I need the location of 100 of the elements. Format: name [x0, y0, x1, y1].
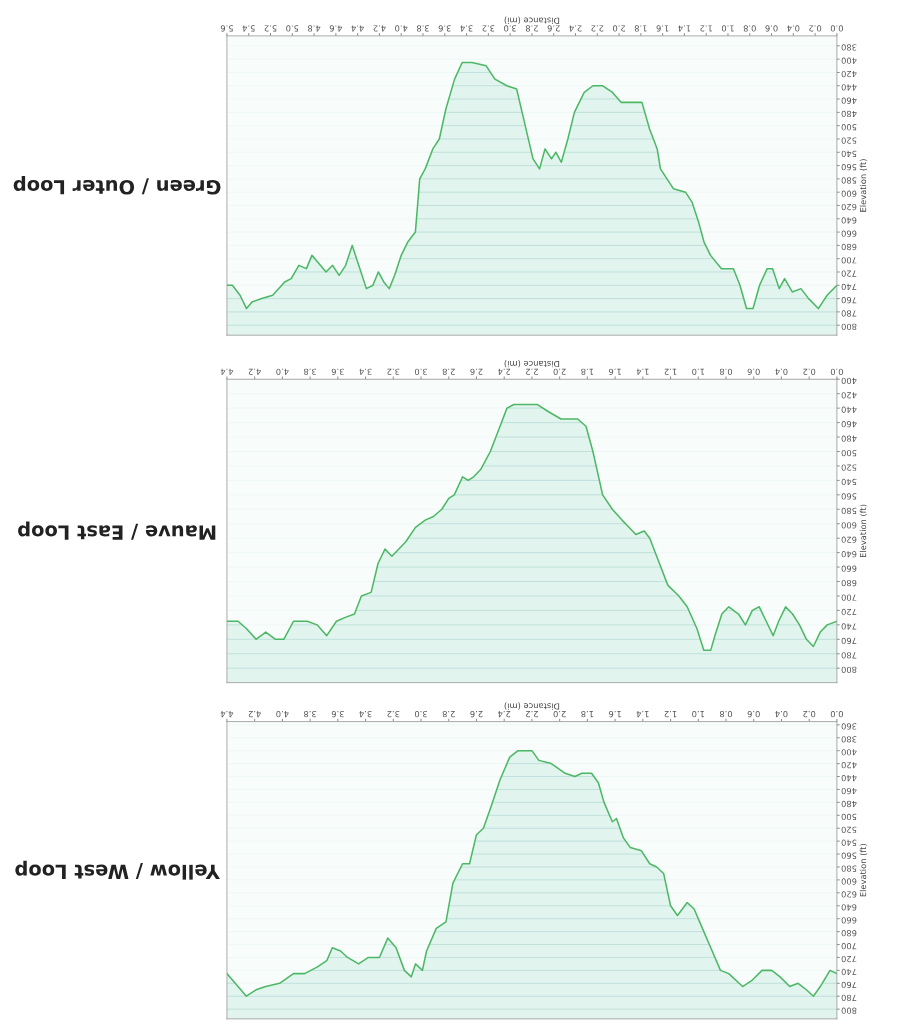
y-tick-label: 380 — [841, 44, 857, 51]
text: Green / Outer Loop — [13, 176, 221, 195]
y-tick-label: 460 — [841, 97, 857, 104]
x-tick-label: 3.0 — [504, 25, 517, 32]
x-tick-label: 1.4 — [636, 368, 649, 375]
x-tick-label: 5.6 — [220, 25, 233, 32]
y-tick-label: 520 — [841, 464, 857, 471]
x-tick-label: 2.6 — [470, 710, 483, 718]
y-tick-label: 660 — [841, 565, 857, 572]
y-tick-label: 700 — [841, 594, 857, 601]
x-tick-label: 0.2 — [809, 25, 822, 32]
y-tick-label: 640 — [841, 217, 857, 224]
y-tick-label: 540 — [841, 839, 857, 846]
x-tick-label: 4.0 — [395, 25, 408, 32]
x-tick-label: 3.2 — [387, 710, 400, 718]
y-tick-label: 700 — [841, 942, 857, 950]
x-tick-label: 2.0 — [553, 368, 566, 375]
y-tick-label: 480 — [841, 435, 857, 442]
x-tick-label: 1.0 — [692, 710, 704, 718]
x-tick-label: 3.2 — [387, 368, 400, 375]
x-tick-label: 0.2 — [803, 368, 816, 375]
y-tick-label: 680 — [841, 579, 857, 587]
x-tick-label: 0.4 — [775, 710, 788, 718]
y-tick-label: 640 — [841, 904, 857, 911]
x-tick-label: 1.2 — [664, 368, 677, 375]
x-tick-label: 2.0 — [553, 710, 566, 718]
x-tick-label: 2.2 — [591, 25, 604, 32]
y-tick-label: 680 — [841, 243, 857, 251]
y-tick-label: 560 — [841, 852, 857, 859]
y-tick-label: 600 — [841, 190, 857, 197]
y-tick-label: 720 — [841, 955, 857, 963]
y-tick-label: 420 — [841, 70, 857, 78]
y-tick-label: 620 — [841, 536, 857, 543]
y-tick-label: 740 — [841, 623, 857, 630]
x-tick-label: 0.0 — [830, 710, 843, 718]
x-tick-label: 2.8 — [442, 710, 455, 718]
y-tick-label: 400 — [841, 749, 857, 756]
y-tick-label: 380 — [841, 736, 857, 743]
x-tick-label: 3.6 — [331, 368, 344, 375]
y-tick-label: 800 — [841, 666, 857, 673]
x-tick-label: 4.0 — [276, 710, 289, 718]
x-tick-label: 1.2 — [700, 25, 712, 32]
x-tick-label: 4.8 — [308, 25, 321, 32]
x-tick-label: 2.6 — [470, 368, 483, 375]
y-tick-label: 720 — [841, 608, 857, 616]
x-tick-label: 5.4 — [242, 25, 255, 32]
y-tick-label: 460 — [841, 421, 857, 428]
y-tick-label: 360 — [841, 723, 857, 730]
x-tick-label: 1.4 — [678, 25, 691, 32]
y-tick-label: 480 — [841, 800, 857, 808]
text: Mauve / East Loop — [18, 521, 216, 540]
y-tick-label: 400 — [841, 377, 857, 384]
x-tick-label: 4.4 — [220, 368, 234, 375]
text: Yellow / West Loop — [15, 860, 221, 880]
x-tick-label: 2.4 — [498, 368, 511, 375]
y-tick-label: 620 — [841, 203, 857, 211]
x-tick-label: 4.6 — [329, 25, 343, 32]
y-tick-label: 480 — [841, 110, 857, 118]
x-tick-label: 5.0 — [286, 25, 299, 32]
x-tick-label: 3.2 — [482, 25, 495, 32]
y-tick-label: 580 — [841, 177, 857, 184]
y-tick-label: 580 — [841, 507, 857, 515]
x-tick-label: 0.0 — [830, 368, 843, 375]
y-tick-label: 620 — [841, 891, 857, 898]
x-tick-label: 3.0 — [414, 368, 428, 375]
x-tick-label: 1.0 — [721, 25, 734, 32]
x-tick-label: 3.6 — [331, 710, 344, 718]
x-tick-label: 4.0 — [276, 368, 289, 375]
y-tick-label: 580 — [841, 865, 857, 872]
y-tick-label: 400 — [841, 57, 857, 64]
x-tick-label: 0.8 — [743, 25, 756, 32]
x-tick-label: 2.2 — [526, 711, 538, 718]
y-tick-label: 440 — [841, 406, 857, 413]
x-tick-label: 3.6 — [438, 25, 451, 32]
x-tick-label: 0.4 — [775, 368, 788, 375]
x-tick-label: 0.6 — [747, 368, 760, 375]
x-tick-label: 1.6 — [609, 368, 621, 375]
x-tick-label: 1.4 — [636, 711, 649, 718]
x-tick-label: 0.8 — [719, 710, 733, 718]
y-tick-label: 740 — [841, 968, 857, 976]
x-tick-label: 1.8 — [581, 710, 594, 718]
y-tick-label: 500 — [841, 124, 857, 131]
x-tick-label: 1.6 — [656, 25, 669, 32]
y-tick-label: 740 — [841, 283, 857, 291]
x-tick-label: 1.0 — [692, 368, 704, 375]
y-axis-title: Elevation (ft) — [859, 843, 868, 897]
y-tick-label: 760 — [841, 981, 857, 989]
x-tick-label: 2.8 — [525, 25, 538, 32]
x-tick-label: 4.2 — [248, 368, 261, 375]
y-tick-label: 560 — [841, 164, 857, 171]
x-tick-label: 4.2 — [248, 711, 261, 718]
x-tick-label: 2.4 — [498, 711, 511, 718]
x-tick-label: 2.2 — [526, 368, 538, 375]
y-tick-label: 660 — [841, 230, 857, 237]
y-tick-label: 420 — [841, 392, 857, 399]
y-tick-label: 500 — [841, 813, 857, 821]
x-axis-title: Distance (mi) — [504, 359, 560, 368]
y-tick-label: 600 — [841, 878, 857, 885]
y-tick-label: 560 — [841, 493, 857, 500]
y-tick-label: 780 — [841, 310, 857, 317]
